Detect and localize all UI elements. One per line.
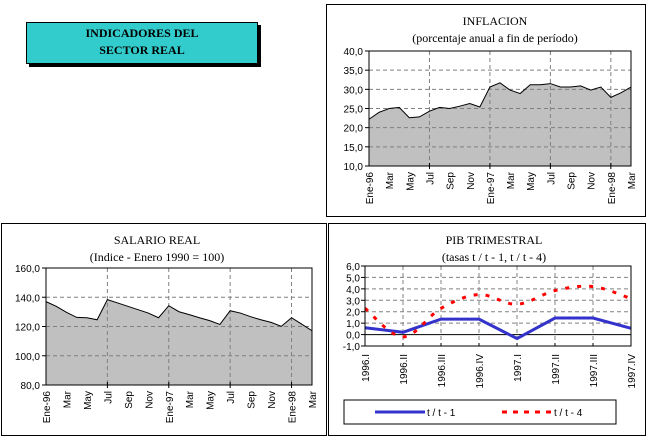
salario-chart-frame: SALARIO REAL (Indice - Enero 1990 = 100)… <box>1 223 327 436</box>
inflacion-xtick-label: Sep <box>567 172 578 190</box>
pib-xtick-label: 1996.III <box>437 354 448 387</box>
salario-xtick-label: Jul <box>103 391 114 404</box>
pib-series-line-t-t-4 <box>364 284 632 339</box>
salario-chart: SALARIO REAL (Indice - Enero 1990 = 100)… <box>15 233 319 424</box>
inflacion-xtick-label: Jul <box>425 172 436 185</box>
section-title-line1: INDICADORES DEL <box>85 26 199 40</box>
pib-chart-subtitle: (tasas t / t - 1, t / t - 4) <box>442 250 546 264</box>
salario-ytick-label: 160,0 <box>15 264 40 275</box>
salario-chart-title: SALARIO REAL <box>114 233 200 247</box>
salario-ytick-label: 120,0 <box>15 323 40 334</box>
salario-xtick-label: Nov <box>144 391 155 409</box>
salario-xtick-label: May <box>83 391 94 410</box>
salario-series-line <box>45 298 313 332</box>
inflacion-xtick-label: Mar <box>385 171 396 189</box>
inflacion-xtick-label: Nov <box>466 172 477 190</box>
inflacion-ytick-label: 25,0 <box>344 105 364 116</box>
inflacion-ytick-label: 35,0 <box>344 66 364 77</box>
inflacion-ytick-label: 40,0 <box>344 47 364 58</box>
pib-xtick-label: 1996.IV <box>475 354 486 389</box>
inflacion-xtick-label: Mar <box>506 171 517 189</box>
pib-xtick-label: 1996.II <box>399 354 410 385</box>
inflacion-series-line <box>368 82 632 120</box>
salario-xtick-label: Jul <box>226 391 237 404</box>
inflacion-xtick-label: Nov <box>587 172 598 190</box>
pib-xtick-label: 1996.I <box>361 354 372 382</box>
salario-area-fill <box>46 299 312 385</box>
inflacion-xtick-label: Ene-96 <box>365 172 376 205</box>
inflacion-xtick-label: May <box>526 172 537 191</box>
inflacion-xtick-label: Ene-98 <box>607 172 618 205</box>
inflacion-chart-title: INFLACION <box>463 14 528 28</box>
pib-ytick-label: 6,0 <box>346 262 360 273</box>
pib-ytick-label: 5,0 <box>346 273 360 284</box>
inflacion-ytick-label: 15,0 <box>344 143 364 154</box>
pib-xtick-label: 1997.IV <box>627 354 638 389</box>
salario-xtick-label: Mar <box>308 390 319 408</box>
pib-ytick-label: 3,0 <box>346 296 360 307</box>
inflacion-chart-subtitle: (porcentaje anual a fin de período) <box>412 31 578 45</box>
pib-xtick-label: 1997.III <box>589 354 600 387</box>
salario-ytick-label: 100,0 <box>15 352 40 363</box>
pib-chart: PIB TRIMESTRAL (tasas t / t - 1, t / t -… <box>343 233 638 425</box>
pib-ytick-label: 2,0 <box>346 308 360 319</box>
salario-xtick-label: Sep <box>124 391 135 409</box>
salario-xtick-label: Ene-98 <box>288 391 299 424</box>
salario-xtick-label: Mar <box>62 390 73 408</box>
pib-chart-title: PIB TRIMESTRAL <box>446 233 543 247</box>
pib-xtick-label: 1997.II <box>551 354 562 385</box>
inflacion-ytick-label: 10,0 <box>344 162 364 173</box>
salario-ytick-label: 80,0 <box>21 381 41 392</box>
inflacion-chart-frame: INFLACION (porcentaje anual a fin de per… <box>326 4 646 217</box>
pib-legend: t / t - 1 t / t - 4 <box>343 399 617 425</box>
salario-xtick-label: Mar <box>185 390 196 408</box>
section-title-line2: SECTOR REAL <box>99 43 185 57</box>
salario-xtick-label: Sep <box>247 391 258 409</box>
pib-ytick-label: 0,0 <box>346 331 360 342</box>
salario-xtick-label: Ene-97 <box>165 391 176 424</box>
pib-plot-border <box>364 265 632 347</box>
pib-ytick-label: 1,0 <box>346 319 360 330</box>
salario-chart-subtitle: (Indice - Enero 1990 = 100) <box>90 250 224 264</box>
legend-label-t-t-4: t / t - 4 <box>554 408 583 419</box>
inflacion-ytick-label: 20,0 <box>344 124 364 135</box>
pib-chart-frame: PIB TRIMESTRAL (tasas t / t - 1, t / t -… <box>328 223 646 436</box>
inflacion-ytick-label: 30,0 <box>344 85 364 96</box>
legend-label-t-t-1: t / t - 1 <box>427 408 456 419</box>
pib-xtick-label: 1997.I <box>513 354 524 382</box>
inflacion-chart: INFLACION (porcentaje anual a fin de per… <box>344 14 638 205</box>
salario-xtick-label: Ene-96 <box>42 391 53 424</box>
pib-series-line-t-t-1 <box>364 316 632 341</box>
inflacion-xtick-label: Jul <box>546 172 557 185</box>
inflacion-xtick-label: Sep <box>446 172 457 190</box>
inflacion-area-fill <box>369 82 631 166</box>
salario-xtick-label: Nov <box>267 391 278 409</box>
inflacion-xtick-label: Ene-97 <box>486 172 497 205</box>
section-title-box: INDICADORES DEL SECTOR REAL <box>26 22 258 64</box>
inflacion-xtick-label: May <box>405 172 416 191</box>
pib-ytick-label: 4,0 <box>346 285 360 296</box>
pib-ytick-label: -1,0 <box>343 342 361 353</box>
salario-ytick-label: 140,0 <box>15 293 40 304</box>
salario-xtick-label: May <box>206 391 217 410</box>
inflacion-xtick-label: Mar <box>627 171 638 189</box>
